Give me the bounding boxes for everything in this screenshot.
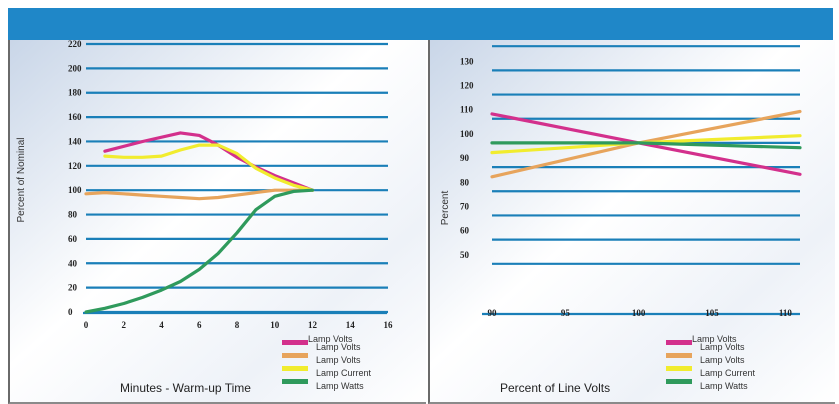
legend-swatch-2 xyxy=(666,366,692,371)
y-tick-label: 40 xyxy=(68,258,78,268)
legend-label-1: Lamp Volts xyxy=(700,355,745,365)
y-tick-label: 60 xyxy=(68,234,78,244)
series-line-1 xyxy=(84,188,315,201)
y-tick-label: 180 xyxy=(68,88,82,98)
legend-extra-label: Lamp Volts xyxy=(692,334,737,344)
y-tick-label: 130 xyxy=(460,56,474,66)
header-banner xyxy=(8,8,833,40)
y-tick-label: 100 xyxy=(68,185,82,195)
legend-swatch-3 xyxy=(666,379,692,384)
x-tick-label: 95 xyxy=(561,308,571,318)
plot-background xyxy=(430,40,835,402)
y-tick-label: 90 xyxy=(460,153,470,163)
line-volts-chart-panel: 5060708090100110120130140150909510010511… xyxy=(428,40,835,404)
legend-extra-label: Lamp Volts xyxy=(308,334,353,344)
x-tick-label: 8 xyxy=(235,320,240,330)
warmup-chart-panel: 0 20 40 60 80 100 120 140 160 180 200 220 0 2 4 6 8 10 12 1… xyxy=(8,40,426,404)
legend-label-0: Lamp Volts xyxy=(700,342,745,352)
x-tick-label: 2 xyxy=(122,320,127,330)
y-tick-label: 80 xyxy=(68,210,78,220)
legend-label-3: Lamp Watts xyxy=(700,381,748,391)
x-tick-label: 6 xyxy=(197,320,202,330)
legend-label-0: Lamp Volts xyxy=(316,342,361,352)
legend-label-3: Lamp Watts xyxy=(316,381,364,391)
y-axis-label: Percent xyxy=(440,191,451,226)
warmup-chart: 0 20 40 60 80 100 120 140 160 180 200 220 0 2 4 6 8 10 12 1… xyxy=(10,40,426,402)
legend-label-2: Lamp Current xyxy=(700,368,756,378)
y-tick-label: 160 xyxy=(68,112,82,122)
y-tick-label: 70 xyxy=(460,201,470,211)
y-tick-label: 200 xyxy=(68,63,82,73)
x-tick-label: 10 xyxy=(270,320,280,330)
legend-swatch-2 xyxy=(282,366,308,371)
y-axis-label: Percent of Nominal xyxy=(16,137,27,222)
series-line-3 xyxy=(490,141,802,150)
x-tick-label: 110 xyxy=(779,308,793,318)
x-tick-label: 105 xyxy=(705,308,719,318)
x-tick-label: 16 xyxy=(384,320,394,330)
y-tick-label: 50 xyxy=(460,250,470,260)
y-tick-label: 80 xyxy=(460,177,470,187)
legend-swatch-1 xyxy=(282,353,308,358)
y-tick-label: 20 xyxy=(68,283,78,293)
y-tick-label: 140 xyxy=(460,40,474,42)
x-tick-label: 12 xyxy=(308,320,318,330)
x-tick-label: 0 xyxy=(84,320,89,330)
x-axis-label: Percent of Line Volts xyxy=(500,381,610,395)
legend-swatch-0 xyxy=(666,340,692,345)
y-tick-label: 120 xyxy=(68,161,82,171)
y-tick-label: 110 xyxy=(460,105,474,115)
y-tick-label: 120 xyxy=(460,81,474,91)
y-tick-label: 100 xyxy=(460,129,474,139)
legend-label-1: Lamp Volts xyxy=(316,355,361,365)
y-tick-label: 140 xyxy=(68,136,82,146)
x-tick-label: 4 xyxy=(159,320,164,330)
series-line-3 xyxy=(84,188,315,314)
legend-label-2: Lamp Current xyxy=(316,368,372,378)
x-axis-label: Minutes - Warm-up Time xyxy=(120,381,251,395)
line-volts-chart: 5060708090100110120130140150909510010511… xyxy=(430,40,835,402)
series-line-2 xyxy=(103,143,315,192)
x-tick-label: 100 xyxy=(632,308,646,318)
legend-swatch-0 xyxy=(282,340,308,345)
legend-swatch-3 xyxy=(282,379,308,384)
y-tick-label: 0 xyxy=(68,307,73,317)
x-tick-label: 14 xyxy=(346,320,356,330)
plot-background xyxy=(10,40,426,402)
x-tick-label: 90 xyxy=(488,308,498,318)
series-line-0 xyxy=(103,131,315,192)
y-tick-label: 220 xyxy=(68,40,82,49)
y-tick-label: 60 xyxy=(460,226,470,236)
legend-swatch-1 xyxy=(666,353,692,358)
